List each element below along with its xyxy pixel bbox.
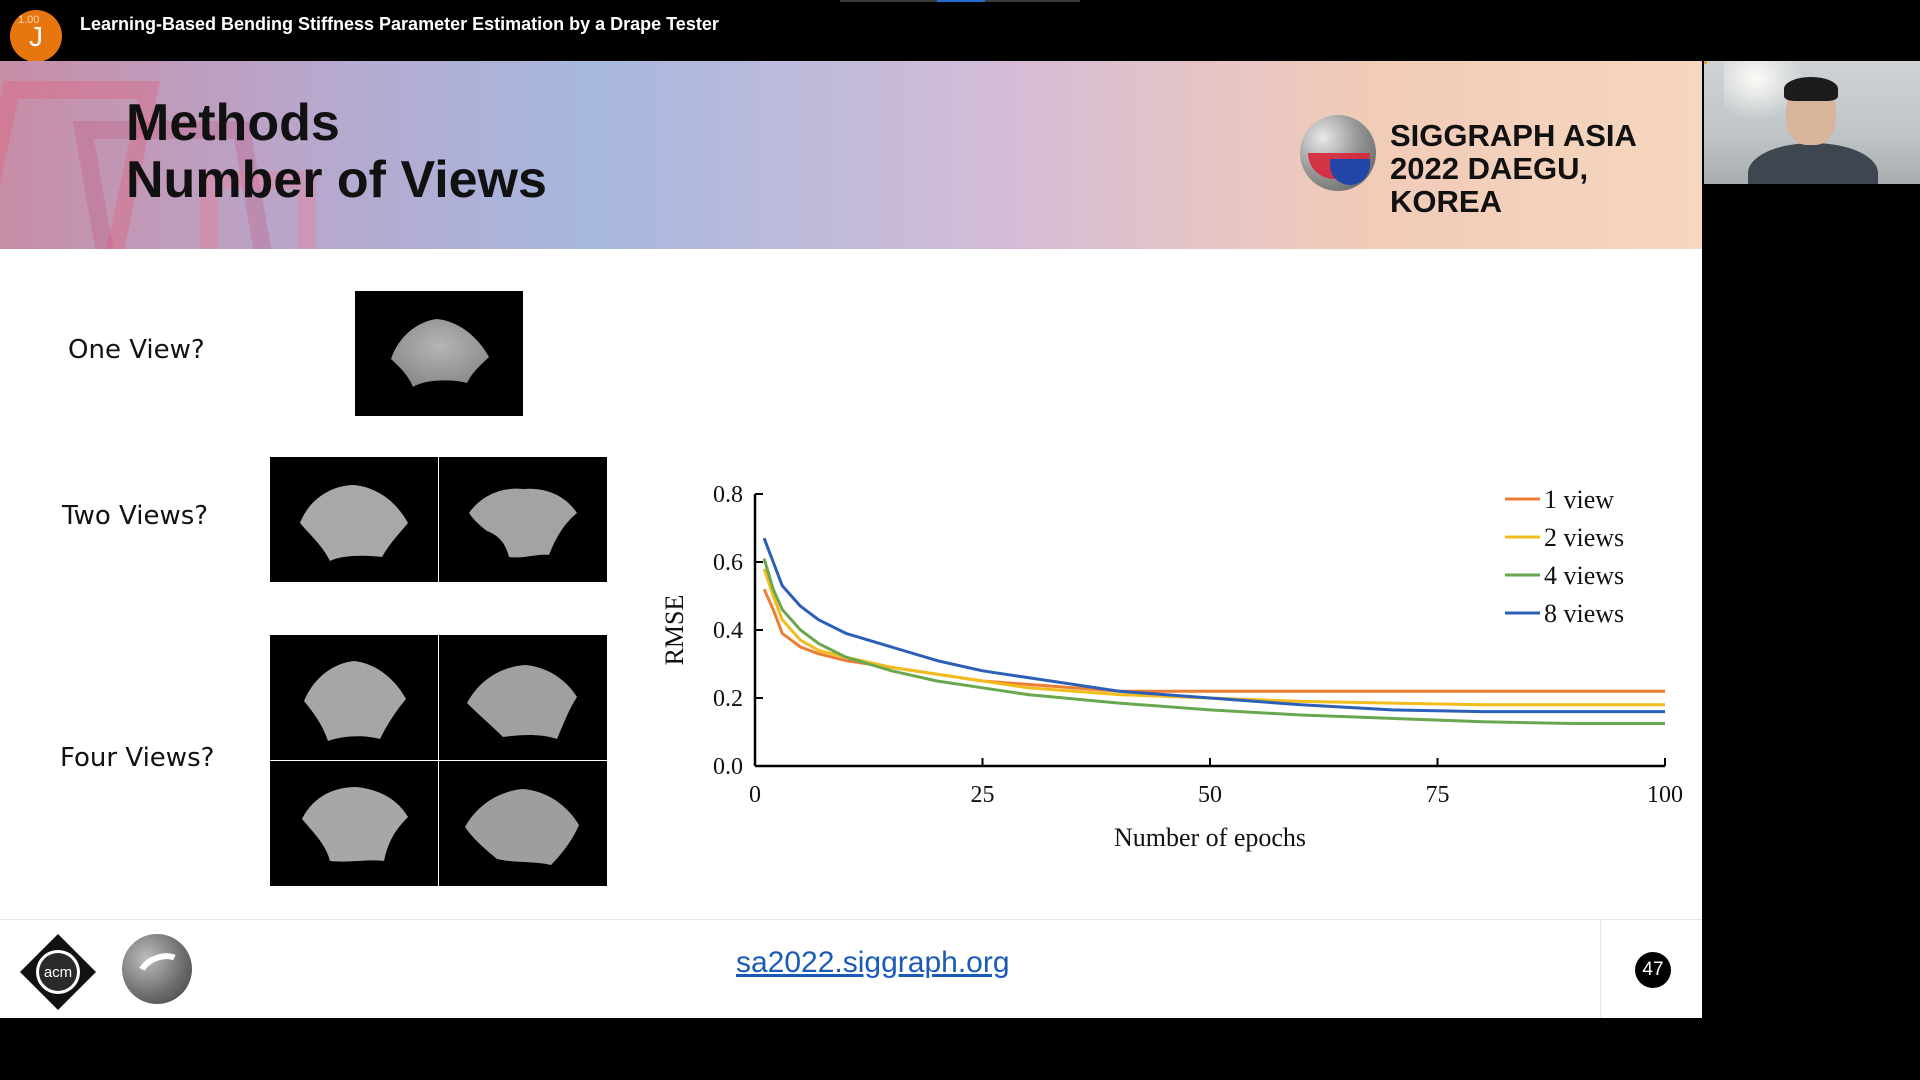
- legend-label: 8 views: [1544, 599, 1624, 628]
- x-tick-label: 100: [1647, 782, 1683, 808]
- drape-render-image: [270, 761, 438, 886]
- siggraph-asia-logo-icon: [1300, 115, 1376, 191]
- legend-label: 1 view: [1544, 485, 1614, 514]
- slide-title: Methods Number of Views: [126, 95, 547, 209]
- rmse-line-chart: 0.0 0.2 0.4 0.6 0.8 0 25 50 75 100 Number of epoch…: [660, 482, 1683, 852]
- x-tick-label: 75: [1426, 782, 1450, 808]
- x-tick-label: 0: [749, 782, 761, 808]
- y-tick-label: 0.2: [713, 686, 743, 712]
- shared-slide: Methods Number of Views SIGGRAPH ASIA 20…: [0, 61, 1702, 1018]
- row-label-two-views: Two Views?: [62, 501, 209, 531]
- slide-header-banner: Methods Number of Views SIGGRAPH ASIA 20…: [0, 61, 1702, 249]
- x-axis-title: Number of epochs: [1114, 823, 1306, 852]
- y-axis-title: RMSE: [660, 595, 689, 666]
- conference-line1: SIGGRAPH ASIA: [1390, 118, 1637, 153]
- x-tick-label: 50: [1198, 782, 1222, 808]
- series-line-8-views: [762, 537, 1665, 714]
- series-line-2-views: [762, 568, 1665, 707]
- acm-logo-text: acm: [44, 964, 72, 981]
- drape-render-image: [355, 291, 523, 416]
- meeting-title: Learning-Based Bending Stiffness Paramet…: [80, 14, 719, 34]
- y-tick-label: 0.4: [713, 618, 743, 644]
- presenter-video-thumbnail[interactable]: [1704, 61, 1920, 184]
- acm-logo-icon: acm: [20, 934, 96, 1010]
- y-tick-label: 0.6: [713, 550, 743, 576]
- video-indicator-dot: [1704, 61, 1707, 64]
- x-tick-label: 25: [971, 782, 995, 808]
- conference-line2: 2022 DAEGU, KOREA: [1390, 151, 1589, 219]
- presenter-hair: [1784, 77, 1838, 101]
- y-tick-label: 0.0: [713, 754, 743, 780]
- row-label-one-view: One View?: [68, 335, 205, 365]
- drape-render-image: [270, 635, 438, 760]
- legend-label: 4 views: [1544, 561, 1624, 590]
- avatar-letter: J: [29, 21, 43, 52]
- presenter-avatar[interactable]: 1.00 J: [10, 10, 62, 62]
- series-line-4-views: [762, 558, 1665, 725]
- banner-decoration: [200, 171, 316, 249]
- drape-render-image: [439, 457, 607, 582]
- meeting-toolbar: 1.00 J Learning-Based Bending Stiffness …: [0, 0, 1920, 62]
- siggraph-logo-icon: [122, 934, 192, 1004]
- footer-divider: [1600, 920, 1601, 1018]
- screen-share-indicator[interactable]: [840, 0, 1080, 2]
- presenter-body: [1748, 143, 1878, 184]
- slide-title-line2: Number of Views: [126, 151, 547, 209]
- slide-page-number: 47: [1635, 952, 1671, 988]
- series-line-1-view: [762, 588, 1665, 693]
- conference-name: SIGGRAPH ASIA 2022 DAEGU, KOREA: [1390, 119, 1702, 218]
- slide-title-line1: Methods: [126, 94, 340, 152]
- legend-label: 2 views: [1544, 523, 1624, 552]
- drape-render-image: [439, 761, 607, 886]
- avatar-badge: 1.00: [18, 14, 40, 26]
- conference-website-link[interactable]: sa2022.siggraph.org: [736, 946, 1010, 979]
- slide-footer: acm sa2022.siggraph.org 47: [0, 919, 1702, 1018]
- drape-render-image: [439, 635, 607, 760]
- drape-render-image: [270, 457, 438, 582]
- row-label-four-views: Four Views?: [60, 743, 215, 773]
- y-tick-label: 0.8: [713, 482, 743, 508]
